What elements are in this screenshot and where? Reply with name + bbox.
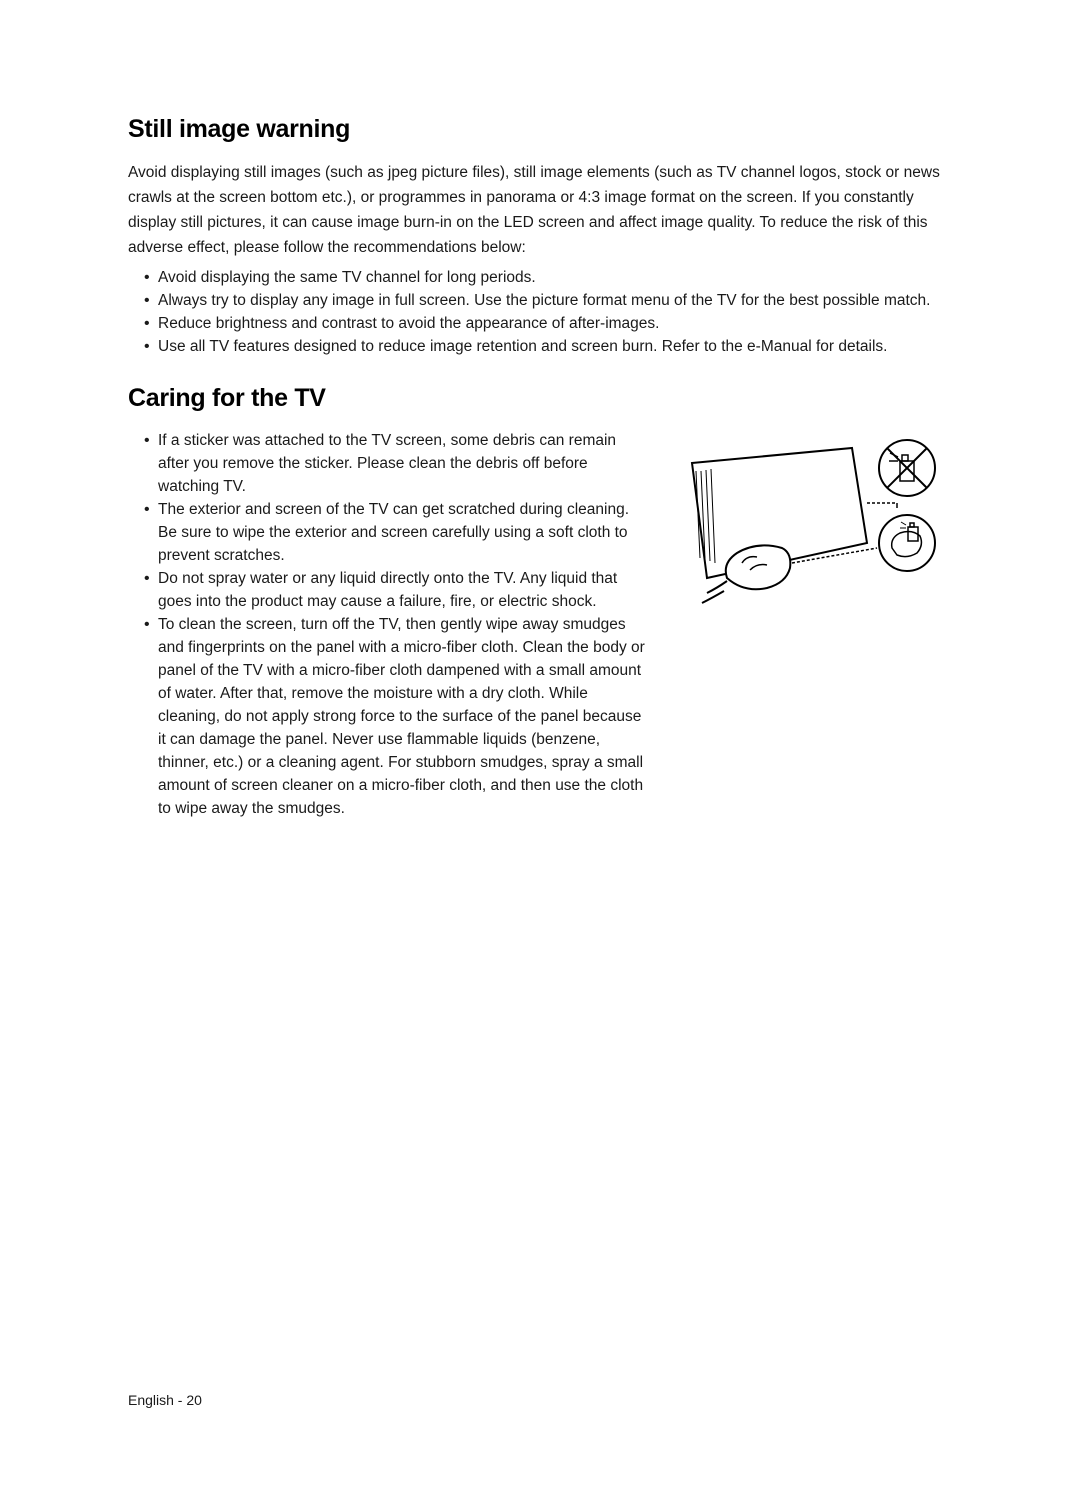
caring-section: If a sticker was attached to the TV scre…	[128, 429, 952, 844]
list-item: If a sticker was attached to the TV scre…	[158, 429, 647, 498]
list-item: Avoid displaying the same TV channel for…	[158, 266, 952, 289]
list-item: Always try to display any image in full …	[158, 289, 952, 312]
cleaning-icon	[672, 433, 952, 613]
caring-text-column: If a sticker was attached to the TV scre…	[128, 429, 647, 844]
page-content: Still image warning Avoid displaying sti…	[0, 0, 1080, 894]
list-item: Use all TV features designed to reduce i…	[158, 335, 952, 358]
section1-heading: Still image warning	[128, 115, 952, 144]
list-item: Reduce brightness and contrast to avoid …	[158, 312, 952, 335]
list-item: The exterior and screen of the TV can ge…	[158, 498, 647, 567]
page-footer: English - 20	[128, 1392, 202, 1408]
section2-list: If a sticker was attached to the TV scre…	[128, 429, 647, 820]
section1-paragraph: Avoid displaying still images (such as j…	[128, 160, 952, 260]
section1-list: Avoid displaying the same TV channel for…	[128, 266, 952, 358]
list-item: Do not spray water or any liquid directl…	[158, 567, 647, 613]
list-item: To clean the screen, turn off the TV, th…	[158, 613, 647, 820]
tv-cleaning-illustration	[672, 429, 952, 618]
section2-heading: Caring for the TV	[128, 384, 952, 413]
